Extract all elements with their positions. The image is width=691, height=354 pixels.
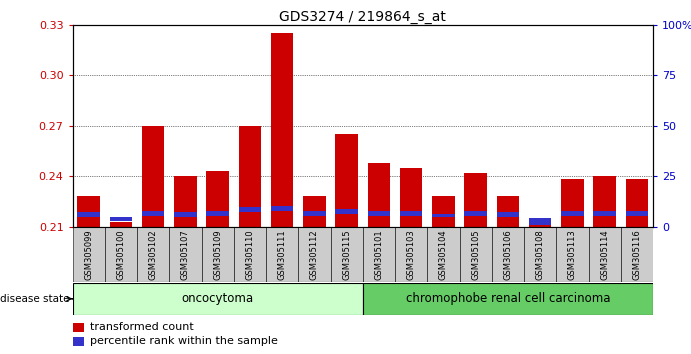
Bar	[335, 209, 358, 214]
Text: disease state: disease state	[0, 294, 73, 304]
Bar	[137, 227, 169, 282]
Bar	[363, 283, 653, 315]
Text: chromophobe renal cell carcinoma: chromophobe renal cell carcinoma	[406, 292, 610, 305]
Bar	[427, 227, 460, 282]
Text: GSM305101: GSM305101	[375, 229, 384, 280]
Bar	[589, 227, 621, 282]
Text: GSM305111: GSM305111	[278, 229, 287, 280]
Text: GSM305107: GSM305107	[181, 229, 190, 280]
Bar	[73, 323, 84, 332]
Bar	[174, 212, 197, 217]
Bar	[303, 211, 325, 216]
Text: GSM305112: GSM305112	[310, 229, 319, 280]
Bar	[330, 227, 363, 282]
Text: GSM305110: GSM305110	[245, 229, 254, 280]
Bar	[110, 217, 132, 221]
Text: GSM305105: GSM305105	[471, 229, 480, 280]
Bar	[368, 211, 390, 216]
Bar	[594, 211, 616, 216]
Bar	[142, 126, 164, 227]
Bar	[266, 227, 299, 282]
Bar	[234, 227, 266, 282]
Bar	[73, 337, 84, 346]
Bar	[529, 218, 551, 225]
Title: GDS3274 / 219864_s_at: GDS3274 / 219864_s_at	[279, 10, 446, 24]
Bar	[464, 211, 487, 216]
Bar	[464, 173, 487, 227]
Text: GSM305104: GSM305104	[439, 229, 448, 280]
Bar	[271, 206, 294, 211]
Text: GSM305099: GSM305099	[84, 229, 93, 280]
Bar	[497, 196, 519, 227]
Bar	[303, 196, 325, 227]
Bar	[73, 227, 105, 282]
Text: GSM305116: GSM305116	[632, 229, 641, 280]
Bar	[73, 283, 363, 315]
Bar	[432, 196, 455, 227]
Text: GSM305106: GSM305106	[503, 229, 513, 280]
Text: oncocytoma: oncocytoma	[182, 292, 254, 305]
Bar	[363, 227, 395, 282]
Text: GSM305115: GSM305115	[342, 229, 351, 280]
Bar	[561, 211, 584, 216]
Bar	[621, 227, 653, 282]
Text: GSM305102: GSM305102	[149, 229, 158, 280]
Text: GSM305113: GSM305113	[568, 229, 577, 280]
Bar	[271, 33, 294, 227]
Bar	[529, 222, 551, 227]
Bar	[105, 227, 137, 282]
Bar	[400, 168, 422, 227]
Bar	[207, 171, 229, 227]
Text: GSM305103: GSM305103	[406, 229, 416, 280]
Bar	[299, 227, 330, 282]
Text: GSM305114: GSM305114	[600, 229, 609, 280]
Bar	[335, 134, 358, 227]
Text: GSM305100: GSM305100	[116, 229, 126, 280]
Bar	[368, 162, 390, 227]
Bar	[625, 211, 648, 216]
Bar	[77, 212, 100, 217]
Text: GSM305109: GSM305109	[213, 229, 223, 280]
Bar	[625, 179, 648, 227]
Bar	[524, 227, 556, 282]
Text: GSM305108: GSM305108	[536, 229, 545, 280]
Bar	[207, 211, 229, 216]
Bar	[594, 176, 616, 227]
Bar	[561, 179, 584, 227]
Bar	[492, 227, 524, 282]
Bar	[497, 212, 519, 217]
Bar	[556, 227, 589, 282]
Bar	[400, 211, 422, 216]
Bar	[77, 196, 100, 227]
Text: transformed count: transformed count	[90, 322, 193, 332]
Bar	[169, 227, 202, 282]
Text: percentile rank within the sample: percentile rank within the sample	[90, 336, 278, 347]
Bar	[395, 227, 427, 282]
Bar	[142, 211, 164, 216]
Bar	[174, 176, 197, 227]
Bar	[460, 227, 492, 282]
Bar	[432, 214, 455, 217]
Bar	[238, 207, 261, 212]
Bar	[202, 227, 234, 282]
Bar	[110, 222, 132, 227]
Bar	[238, 126, 261, 227]
